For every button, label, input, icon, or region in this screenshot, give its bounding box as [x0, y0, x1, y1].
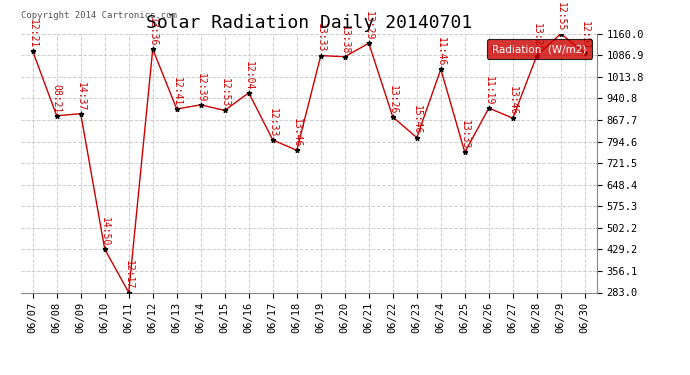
Text: 13:36: 13:36 — [148, 17, 158, 46]
Text: 13:33: 13:33 — [460, 120, 470, 150]
Text: 12:04: 12:04 — [244, 61, 254, 90]
Text: 13:26: 13:26 — [388, 85, 398, 114]
Point — [555, 31, 566, 37]
Text: 11:46: 11:46 — [436, 37, 446, 66]
Legend: Radiation  (W/m2): Radiation (W/m2) — [487, 39, 591, 59]
Text: 08:21: 08:21 — [52, 84, 61, 113]
Point — [147, 46, 158, 52]
Point — [124, 290, 135, 296]
Title: Solar Radiation Daily 20140701: Solar Radiation Daily 20140701 — [146, 14, 472, 32]
Text: 13:46: 13:46 — [508, 86, 518, 116]
Text: 14:37: 14:37 — [76, 81, 86, 111]
Point — [411, 135, 422, 141]
Point — [244, 90, 255, 96]
Point — [195, 102, 206, 108]
Text: 12:51: 12:51 — [580, 21, 590, 50]
Text: Copyright 2014 Cartronics.com: Copyright 2014 Cartronics.com — [21, 11, 177, 20]
Point — [171, 106, 182, 112]
Point — [51, 113, 62, 119]
Text: 13:28: 13:28 — [532, 23, 542, 53]
Text: 13:46: 13:46 — [292, 118, 302, 147]
Text: 11:19: 11:19 — [484, 76, 494, 105]
Text: 13:38: 13:38 — [339, 25, 350, 54]
Text: 14:50: 14:50 — [100, 217, 110, 246]
Point — [580, 50, 591, 56]
Text: 12:21: 12:21 — [28, 19, 38, 48]
Point — [267, 137, 278, 143]
Point — [315, 53, 326, 58]
Text: 12:53: 12:53 — [219, 78, 230, 108]
Text: 15:46: 15:46 — [412, 105, 422, 135]
Point — [219, 108, 230, 114]
Point — [291, 147, 302, 153]
Text: 13:29: 13:29 — [364, 11, 374, 40]
Point — [99, 246, 110, 252]
Text: 12:41: 12:41 — [172, 77, 181, 106]
Point — [531, 53, 542, 58]
Point — [363, 40, 374, 46]
Point — [75, 111, 86, 117]
Text: 13:33: 13:33 — [316, 23, 326, 53]
Text: 12:55: 12:55 — [556, 2, 566, 31]
Point — [483, 105, 494, 111]
Point — [435, 66, 446, 72]
Point — [27, 48, 38, 54]
Point — [460, 149, 471, 155]
Point — [387, 114, 398, 120]
Text: 12:39: 12:39 — [196, 73, 206, 102]
Text: 12:33: 12:33 — [268, 108, 278, 137]
Point — [339, 54, 351, 60]
Point — [507, 115, 518, 121]
Text: 12:17: 12:17 — [124, 260, 134, 290]
